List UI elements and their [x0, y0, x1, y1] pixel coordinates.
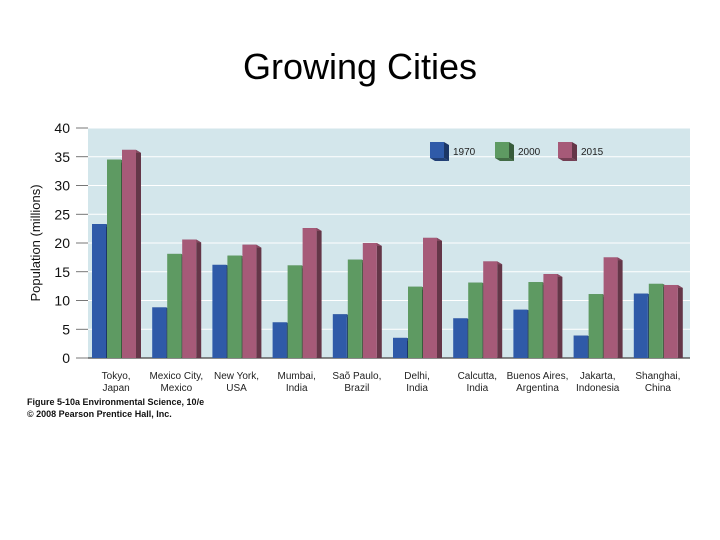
bar-2000	[287, 265, 302, 358]
legend-label: 1970	[453, 147, 476, 158]
y-tick-label: 0	[62, 350, 70, 366]
legend-swatch-1970	[430, 142, 444, 158]
legend-label: 2000	[518, 147, 541, 158]
y-tick-label: 10	[54, 293, 70, 309]
legend-swatch-side	[444, 142, 449, 161]
bar-2000	[588, 294, 603, 358]
x-tick-label: Delhi,	[404, 371, 430, 382]
x-tick-label: Argentina	[516, 383, 559, 394]
bar-2015	[603, 257, 618, 358]
bar-1970	[332, 314, 347, 358]
x-tick-label: New York,	[214, 371, 259, 382]
bar-side-2015	[256, 244, 262, 358]
bar-1970	[92, 224, 106, 358]
bar-2015	[302, 228, 317, 358]
bar-1970	[152, 307, 167, 358]
x-tick-label: India	[466, 383, 488, 394]
x-tick-label: India	[286, 383, 308, 394]
x-tick-label: Tokyo,	[102, 371, 131, 382]
legend-swatch-side	[572, 142, 577, 161]
legend-swatch-2000	[495, 142, 509, 158]
bar-1970	[513, 309, 528, 358]
x-tick-label: Saõ Paulo,	[332, 371, 381, 382]
x-tick-label: Brazil	[344, 383, 369, 394]
bar-2000	[347, 259, 362, 358]
legend-label: 2015	[581, 147, 604, 158]
x-tick-label: China	[645, 383, 672, 394]
y-tick-label: 35	[54, 149, 70, 165]
x-axis-labels: Tokyo,Japan Mexico City,Mexico New York,US…	[102, 371, 681, 394]
bar-2000	[227, 255, 242, 358]
bar-side-2015	[196, 239, 202, 358]
bar-2000	[468, 282, 483, 358]
figure-caption: Figure 5-10a Environmental Science, 10/e	[27, 397, 205, 407]
bar-2000	[167, 253, 182, 358]
legend: 1970 2000 2015	[430, 142, 604, 161]
bar-1970	[573, 335, 588, 358]
bar-1970	[212, 264, 227, 358]
x-tick-label: Shanghai,	[635, 371, 680, 382]
bar-side-2015	[376, 243, 382, 358]
bar-1970	[453, 318, 468, 358]
bar-2000	[107, 159, 121, 358]
bar-2015	[182, 239, 197, 358]
y-tick-label: 25	[54, 206, 70, 222]
x-tick-label: Jakarta,	[580, 371, 616, 382]
x-tick-label: Mumbai,	[278, 371, 316, 382]
bars	[92, 149, 683, 358]
bar-2015	[242, 244, 257, 358]
bar-2015	[543, 274, 558, 358]
y-axis-ticks: 0 5 10 15 20 25 30 35 40	[54, 120, 88, 366]
x-tick-label: Indonesia	[576, 383, 620, 394]
bar-1970	[272, 322, 287, 358]
bar-2000	[528, 282, 543, 358]
legend-swatch-base	[558, 158, 577, 161]
bar-2015	[663, 284, 678, 358]
x-tick-label: Buenos Aires,	[507, 371, 569, 382]
bar-1970	[393, 337, 407, 358]
bar-2000	[648, 283, 663, 358]
y-axis-label: Population (millions)	[28, 184, 43, 301]
bar-side-2015	[136, 149, 141, 358]
y-tick-label: 20	[54, 235, 70, 251]
bar-side-2015	[677, 284, 683, 358]
x-tick-label: Mexico City,	[149, 371, 203, 382]
bar-side-2015	[617, 257, 623, 358]
bar-2015	[483, 261, 498, 358]
bar-2015	[362, 243, 377, 358]
y-tick-label: 40	[54, 120, 70, 136]
y-tick-label: 30	[54, 178, 70, 194]
bar-2015	[122, 149, 136, 358]
slide-title: Growing Cities	[242, 46, 478, 87]
bar-1970	[633, 293, 648, 358]
x-tick-label: India	[406, 383, 428, 394]
x-tick-label: Calcutta,	[458, 371, 497, 382]
x-tick-label: USA	[226, 383, 247, 394]
y-tick-label: 5	[62, 321, 70, 337]
bar-side-2015	[557, 274, 563, 358]
bar-side-2015	[316, 228, 322, 358]
x-tick-label: Mexico	[160, 383, 192, 394]
bar-side-2015	[497, 261, 503, 358]
legend-swatch-2015	[558, 142, 572, 158]
bar-2015	[423, 237, 437, 358]
legend-swatch-base	[430, 158, 449, 161]
bar-side-2015	[437, 237, 442, 358]
legend-swatch-side	[509, 142, 514, 161]
x-tick-label: Japan	[102, 383, 129, 394]
legend-swatch-base	[495, 158, 514, 161]
bar-2000	[408, 286, 422, 358]
y-tick-label: 15	[54, 264, 70, 280]
copyright-caption: © 2008 Pearson Prentice Hall, Inc.	[27, 409, 172, 419]
